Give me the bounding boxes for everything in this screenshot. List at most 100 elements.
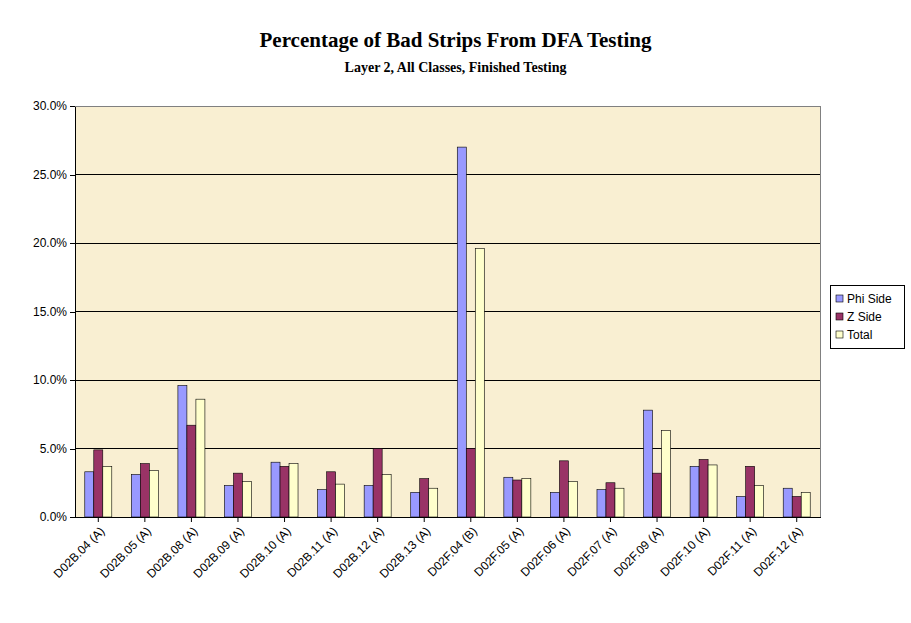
legend-swatch [836, 313, 843, 320]
bar [801, 492, 810, 517]
y-tick-mark [70, 312, 75, 313]
grid-line [75, 243, 820, 244]
plot: 0.0% 5.0% 10.0% 15.0% 20.0% 25.0% 30.0% D02B.04… [33, 99, 821, 580]
bar [746, 466, 755, 517]
series [103, 248, 810, 517]
bar [606, 483, 615, 517]
y-tick-label: 20.0% [33, 236, 67, 250]
x-tick: D02F.12 (A) [751, 517, 806, 579]
x-tick-label: D02F.10 (A) [658, 524, 713, 579]
bar [662, 431, 671, 517]
grid-line [75, 380, 820, 381]
x-tick-mark [144, 517, 145, 522]
x-tick-mark [424, 517, 425, 522]
x-tick-mark [470, 517, 471, 522]
grid [75, 106, 820, 517]
bar [382, 475, 391, 517]
bar [466, 449, 475, 518]
grid-line [75, 311, 820, 312]
x-tick-mark [563, 517, 564, 522]
series [85, 147, 792, 517]
x-tick-mark [331, 517, 332, 522]
x-tick-mark [796, 517, 797, 522]
legend-label: Phi Side [847, 292, 892, 306]
y-tick-label: 15.0% [33, 305, 67, 319]
bar [568, 481, 577, 517]
bar [149, 470, 158, 517]
bar [550, 492, 559, 517]
bar [178, 385, 187, 517]
plot-background [75, 106, 820, 517]
x-tick-mark [657, 517, 658, 522]
x-tick-mark [703, 517, 704, 522]
bar [364, 485, 373, 517]
bar [708, 465, 717, 517]
y-tick-mark [70, 243, 75, 244]
bar [94, 450, 103, 517]
bar [504, 477, 513, 517]
bar [373, 449, 382, 518]
y-tick-label: 10.0% [33, 373, 67, 387]
x-tick-mark [191, 517, 192, 522]
y-axis: 0.0% 5.0% 10.0% 15.0% 20.0% 25.0% 30.0% [33, 99, 76, 524]
bar [196, 399, 205, 517]
y-tick-label: 25.0% [33, 168, 67, 182]
y-tick: 15.0% [33, 305, 75, 319]
x-axis-line [76, 517, 821, 518]
x-tick: D02B.13 (A) [377, 517, 434, 581]
bar [420, 479, 429, 517]
y-tick-mark [70, 380, 75, 381]
bar [457, 147, 466, 517]
bar [755, 485, 764, 517]
bar [597, 490, 606, 517]
bar [792, 496, 801, 517]
x-tick-mark [237, 517, 238, 522]
y-tick: 0.0% [40, 510, 75, 524]
bar [429, 488, 438, 517]
bar [699, 459, 708, 517]
legend-swatch [836, 295, 843, 302]
y-tick-mark [70, 106, 75, 107]
bar [737, 496, 746, 517]
x-tick: D02F.10 (A) [658, 517, 713, 579]
y-tick: 10.0% [33, 373, 75, 387]
legend-label: Z Side [847, 310, 882, 324]
x-tick-mark [517, 517, 518, 522]
bar [85, 472, 94, 517]
plot-frame [75, 106, 820, 517]
y-axis-line [75, 107, 76, 518]
bar [783, 488, 792, 517]
bar [644, 410, 653, 517]
legend-label: Total [847, 328, 872, 342]
x-tick-mark [98, 517, 99, 522]
y-tick: 30.0% [33, 99, 75, 113]
bar [187, 425, 196, 517]
bar [242, 481, 251, 517]
y-tick-mark [70, 517, 75, 518]
x-tick-label: D02B.13 (A) [377, 524, 434, 581]
bar [513, 480, 522, 517]
bar [411, 492, 420, 517]
x-tick-mark [610, 517, 611, 522]
bar [280, 466, 289, 517]
y-tick-mark [70, 449, 75, 450]
y-tick-label: 5.0% [40, 442, 68, 456]
bar [318, 490, 327, 517]
bar [140, 464, 149, 517]
x-axis: D02B.04 (A)D02B.05 (A)D02B.08 (A)D02B.09… [51, 517, 821, 581]
bar [289, 464, 298, 517]
bar [522, 479, 531, 517]
y-tick-label: 0.0% [40, 510, 68, 524]
subtitle: Layer 2, All Classes, Finished Testing [345, 60, 567, 75]
y-tick-label: 30.0% [33, 99, 67, 113]
x-tick-mark [750, 517, 751, 522]
bar [327, 472, 336, 517]
bar [271, 462, 280, 517]
title: Percentage of Bad Strips From DFA Testin… [260, 28, 652, 52]
bar [559, 461, 568, 517]
legend-swatch [836, 331, 843, 338]
x-tick-mark [284, 517, 285, 522]
bar [653, 473, 662, 517]
bar [615, 488, 624, 517]
x-tick-label: D02F.12 (A) [751, 524, 806, 579]
